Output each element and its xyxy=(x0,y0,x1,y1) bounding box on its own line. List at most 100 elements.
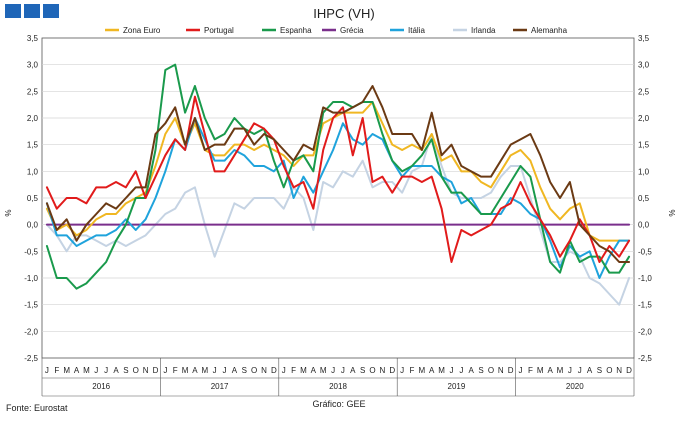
month-tick-label: A xyxy=(547,366,553,375)
year-label: 2019 xyxy=(448,382,466,391)
ytick-label-right: 3,0 xyxy=(638,61,650,70)
month-tick-label: S xyxy=(478,366,483,375)
month-tick-label: A xyxy=(232,366,238,375)
series-line-alemanha xyxy=(45,85,631,263)
month-tick-label: M xyxy=(537,366,544,375)
month-tick-label: J xyxy=(45,366,49,375)
ytick-label-left: 2,5 xyxy=(27,87,39,96)
month-tick-label: S xyxy=(242,366,247,375)
month-tick-label: J xyxy=(519,366,523,375)
month-tick-label: A xyxy=(113,366,119,375)
month-tick-label: M xyxy=(182,366,189,375)
series-group xyxy=(45,63,631,306)
month-tick-label: N xyxy=(616,366,622,375)
ytick-label-right: 1,0 xyxy=(638,167,650,176)
legend-label: Portugal xyxy=(204,26,234,35)
ytick-label-right: -1,0 xyxy=(638,274,652,283)
year-label: 2020 xyxy=(566,382,584,391)
y-axis-left: 3,5 3,0 2,5 2,0 1,5 1,0 0,5 0,0 -0,5 -1,0 -1,5 -2,0… xyxy=(24,34,38,363)
month-tick-label: J xyxy=(400,366,404,375)
month-tick-label: A xyxy=(587,366,593,375)
ytick-label-left: -2,5 xyxy=(24,354,38,363)
month-tick-label: N xyxy=(380,366,386,375)
month-tick-label: J xyxy=(223,366,227,375)
legend-label: Itália xyxy=(408,26,425,35)
year-label: 2018 xyxy=(329,382,347,391)
month-tick-label: O xyxy=(606,366,612,375)
month-tick-label: F xyxy=(291,366,296,375)
ytick-label-right: 1,5 xyxy=(638,141,650,150)
y-axis-label-right: % xyxy=(667,209,676,216)
month-tick-label: M xyxy=(438,366,445,375)
month-tick-label: F xyxy=(54,366,59,375)
month-tick-label: D xyxy=(271,366,277,375)
year-label: 2016 xyxy=(92,382,110,391)
month-tick-label: M xyxy=(557,366,564,375)
ytick-label-left: 3,0 xyxy=(27,61,39,70)
month-tick-label: F xyxy=(173,366,178,375)
chart-title: IHPC (VH) xyxy=(313,6,374,21)
y-axis-right: 3,5 3,0 2,5 2,0 1,5 1,0 0,5 0,0 -0,5 -1,0 -1,5 -2,0… xyxy=(638,34,652,363)
footnote-source: Fonte: Eurostat xyxy=(6,403,68,413)
ytick-label-right: -0,5 xyxy=(638,247,652,256)
logo-block-2 xyxy=(24,4,40,18)
month-tick-label: O xyxy=(488,366,494,375)
ytick-label-right: 3,5 xyxy=(638,34,650,43)
month-tick-label: N xyxy=(261,366,267,375)
ytick-label-right: 2,5 xyxy=(638,87,650,96)
ytick-label-right: -1,5 xyxy=(638,301,652,310)
month-tick-label: F xyxy=(528,366,533,375)
month-tick-label: S xyxy=(597,366,602,375)
month-tick-label: F xyxy=(410,366,415,375)
month-tick-label: J xyxy=(213,366,217,375)
month-tick-label: D xyxy=(389,366,395,375)
month-tick-label: D xyxy=(626,366,632,375)
series-line-itlia xyxy=(45,117,631,279)
month-tick-label: O xyxy=(133,366,139,375)
month-tick-label: M xyxy=(419,366,426,375)
month-tick-label: A xyxy=(74,366,80,375)
month-tick-label: J xyxy=(449,366,453,375)
month-tick-label: A xyxy=(311,366,317,375)
ytick-label-right: 0,5 xyxy=(638,194,650,203)
logo-block-3 xyxy=(43,4,59,18)
logo xyxy=(5,4,59,18)
ytick-label-right: 0,0 xyxy=(638,221,650,230)
month-tick-label: A xyxy=(350,366,356,375)
month-tick-label: A xyxy=(429,366,435,375)
legend: Zona Euro Portugal Espanha Grécia Itália Irla… xyxy=(105,26,568,35)
ytick-label-left: -1,5 xyxy=(24,301,38,310)
ytick-label-right: 2,0 xyxy=(638,114,650,123)
ytick-label-left: 3,5 xyxy=(27,34,39,43)
month-tick-label: J xyxy=(568,366,572,375)
month-tick-label: J xyxy=(578,366,582,375)
month-tick-label: J xyxy=(282,366,286,375)
month-tick-label: A xyxy=(469,366,475,375)
month-tick-label: M xyxy=(300,366,307,375)
month-tick-label: M xyxy=(320,366,327,375)
month-tick-label: M xyxy=(201,366,208,375)
month-tick-label: J xyxy=(331,366,335,375)
month-tick-label: D xyxy=(508,366,514,375)
month-tick-label: J xyxy=(341,366,345,375)
month-tick-label: S xyxy=(123,366,128,375)
legend-label: Alemanha xyxy=(531,26,568,35)
ytick-label-left: 1,0 xyxy=(27,167,39,176)
series-line-irlanda xyxy=(45,133,631,306)
month-tick-label: M xyxy=(63,366,70,375)
ytick-label-left: 2,0 xyxy=(27,114,39,123)
footnote-credit: Gráfico: GEE xyxy=(312,399,365,409)
month-tick-label: N xyxy=(498,366,504,375)
month-tick-label: J xyxy=(94,366,98,375)
month-tick-label: D xyxy=(153,366,159,375)
month-tick-label: A xyxy=(192,366,198,375)
legend-label: Zona Euro xyxy=(123,26,161,35)
legend-label: Grécia xyxy=(340,26,364,35)
legend-label: Irlanda xyxy=(471,26,496,35)
ytick-label-left: -1,0 xyxy=(24,274,38,283)
ytick-label-left: -2,0 xyxy=(24,327,38,336)
year-label: 2017 xyxy=(211,382,229,391)
